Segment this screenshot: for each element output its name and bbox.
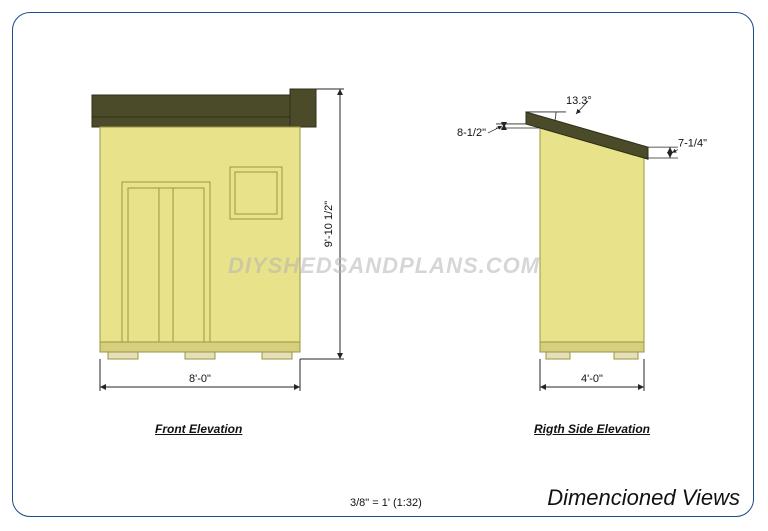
front-elevation: 8'-0" 9'-10 1/2" [92,89,344,391]
svg-text:4'-0": 4'-0" [581,373,603,385]
drawing-canvas: 8'-0"9'-10 1/2"4'-0"13.3°8-1/2"7-1/4" [0,0,768,531]
front-elevation-caption: Front Elevation [155,422,242,436]
scale-note: 3/8" = 1' (1:32) [350,497,422,509]
svg-text:9'-10 1/2": 9'-10 1/2" [323,201,335,247]
svg-text:8'-0": 8'-0" [189,373,211,385]
svg-text:8-1/2": 8-1/2" [457,127,486,139]
side-elevation-caption: Rigth Side Elevation [534,422,650,436]
svg-text:7-1/4": 7-1/4" [678,138,707,150]
side-elevation: 4'-0"13.3°8-1/2"7-1/4" [457,95,707,391]
page-title: Dimencioned Views [547,485,740,511]
